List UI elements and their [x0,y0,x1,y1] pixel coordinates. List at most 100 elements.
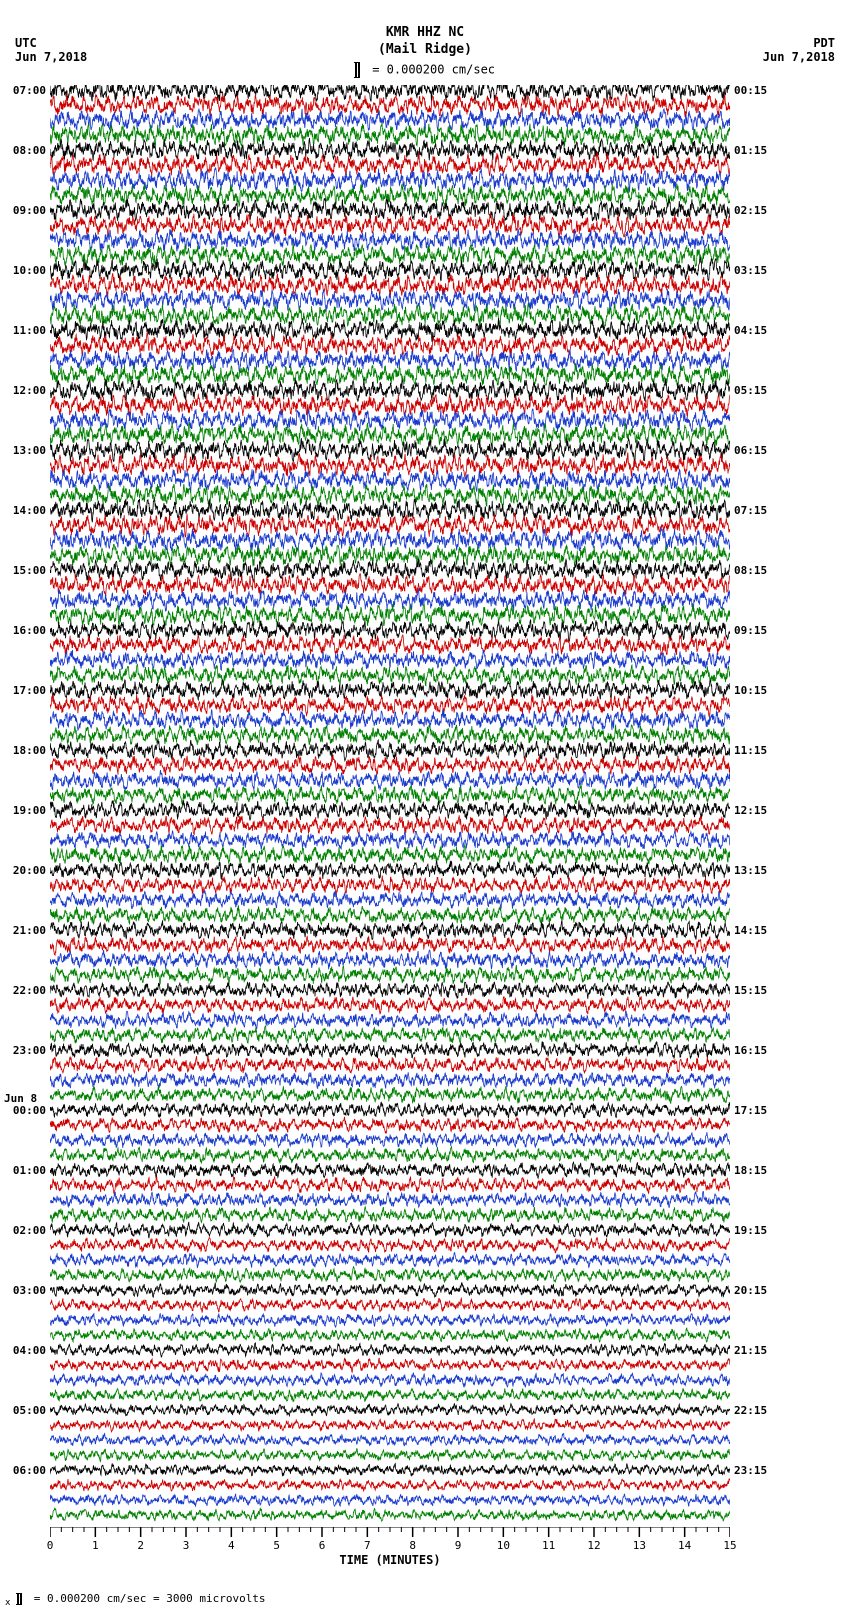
xaxis-tick-label: 6 [312,1539,332,1552]
time-label-utc: 11:00 [0,324,46,337]
time-label-utc: 01:00 [0,1164,46,1177]
xaxis-title: TIME (MINUTES) [50,1553,730,1567]
tz-left-date: Jun 7,2018 [15,50,87,64]
scale-text: = 0.000200 cm/sec [372,63,495,77]
trace-line [50,800,730,820]
time-label-utc: 09:00 [0,204,46,217]
trace-line [50,1086,730,1104]
time-label-utc: 04:00 [0,1344,46,1357]
trace-line [50,363,730,387]
trace-line [50,1026,730,1044]
time-label-utc: 07:00 [0,84,46,97]
footer-text: = 0.000200 cm/sec = 3000 microvolts [34,1592,266,1605]
plot-area [50,85,730,1525]
trace-line [50,861,730,880]
scale-bar-icon [355,62,360,78]
xaxis-tick-label: 1 [85,1539,105,1552]
trace-line [50,1449,730,1462]
trace-line [50,996,730,1014]
trace-line [50,108,730,131]
time-label-pdt: 02:15 [734,204,767,217]
trace-line [50,620,730,642]
trace-line [50,1494,730,1507]
trace-line [50,333,730,357]
trace-line [50,1207,730,1223]
trace-line [50,709,730,730]
time-label-utc: 18:00 [0,744,46,757]
time-label-utc: 13:00 [0,444,46,457]
trace-line [50,408,730,432]
time-label-pdt: 10:15 [734,684,767,697]
trace-line [50,650,730,671]
time-label-utc: 21:00 [0,924,46,937]
tz-left-name: UTC [15,36,87,50]
time-label-utc: 05:00 [0,1404,46,1417]
trace-line [50,891,730,909]
trace-line [50,1434,730,1447]
trace-line [50,1253,730,1268]
time-label-pdt: 17:15 [734,1104,767,1117]
trace-line [50,93,730,117]
time-label-pdt: 19:15 [734,1224,767,1237]
station-title: KMR HHZ NC [0,25,850,40]
trace-line [50,499,730,522]
trace-line [50,1132,730,1149]
time-label-utc: 03:00 [0,1284,46,1297]
xaxis-tick-label: 11 [539,1539,559,1552]
time-label-pdt: 01:15 [734,144,767,157]
time-label-utc: 15:00 [0,564,46,577]
traces-svg [50,85,730,1525]
time-label-pdt: 13:15 [734,864,767,877]
trace-line [50,1373,730,1387]
xaxis-tick-label: 8 [403,1539,423,1552]
trace-line [50,785,730,804]
trace-line [50,755,730,775]
trace-line [50,559,730,582]
footer-sub: x [5,1597,11,1608]
time-label-utc: 00:00 [0,1104,46,1117]
trace-line [50,965,730,984]
time-label-utc: 14:00 [0,504,46,517]
trace-line [50,1508,730,1521]
time-label-pdt: 05:15 [734,384,767,397]
time-label-pdt: 00:15 [734,84,767,97]
trace-line [50,1117,730,1133]
time-label-pdt: 07:15 [734,504,767,517]
xaxis-tick-label: 12 [584,1539,604,1552]
trace-line [50,243,730,266]
trace-line [50,1192,730,1208]
trace-line [50,664,730,686]
time-label-utc: 12:00 [0,384,46,397]
trace-line [50,318,730,342]
time-label-pdt: 20:15 [734,1284,767,1297]
xaxis-tick-label: 10 [493,1539,513,1552]
time-label-utc: 19:00 [0,804,46,817]
time-label-pdt: 11:15 [734,744,767,757]
time-label-pdt: 21:15 [734,1344,767,1357]
trace-line [50,1162,730,1179]
trace-line [50,453,730,477]
xaxis-tick-label: 0 [40,1539,60,1552]
trace-line [50,982,730,999]
trace-line [50,950,730,969]
time-label-utc: 17:00 [0,684,46,697]
xaxis-tick-label: 4 [221,1539,241,1552]
trace-line [50,635,730,655]
trace-line [50,1463,730,1476]
xaxis-tick-label: 2 [131,1539,151,1552]
xaxis-tick-label: 15 [720,1539,740,1552]
time-label-pdt: 18:15 [734,1164,767,1177]
location-title: (Mail Ridge) [0,42,850,57]
trace-line [50,1298,730,1312]
time-label-pdt: 16:15 [734,1044,767,1057]
x-axis: 0123456789101112131415TIME (MINUTES) [50,1527,730,1572]
trace-line [50,589,730,612]
trace-line [50,1072,730,1089]
trace-line [50,184,730,207]
trace-line [50,1283,730,1298]
tz-right-name: PDT [763,36,835,50]
trace-line [50,1404,730,1417]
trace-line [50,1479,730,1492]
tz-left-block: UTC Jun 7,2018 [15,36,87,64]
tz-right-date: Jun 7,2018 [763,50,835,64]
